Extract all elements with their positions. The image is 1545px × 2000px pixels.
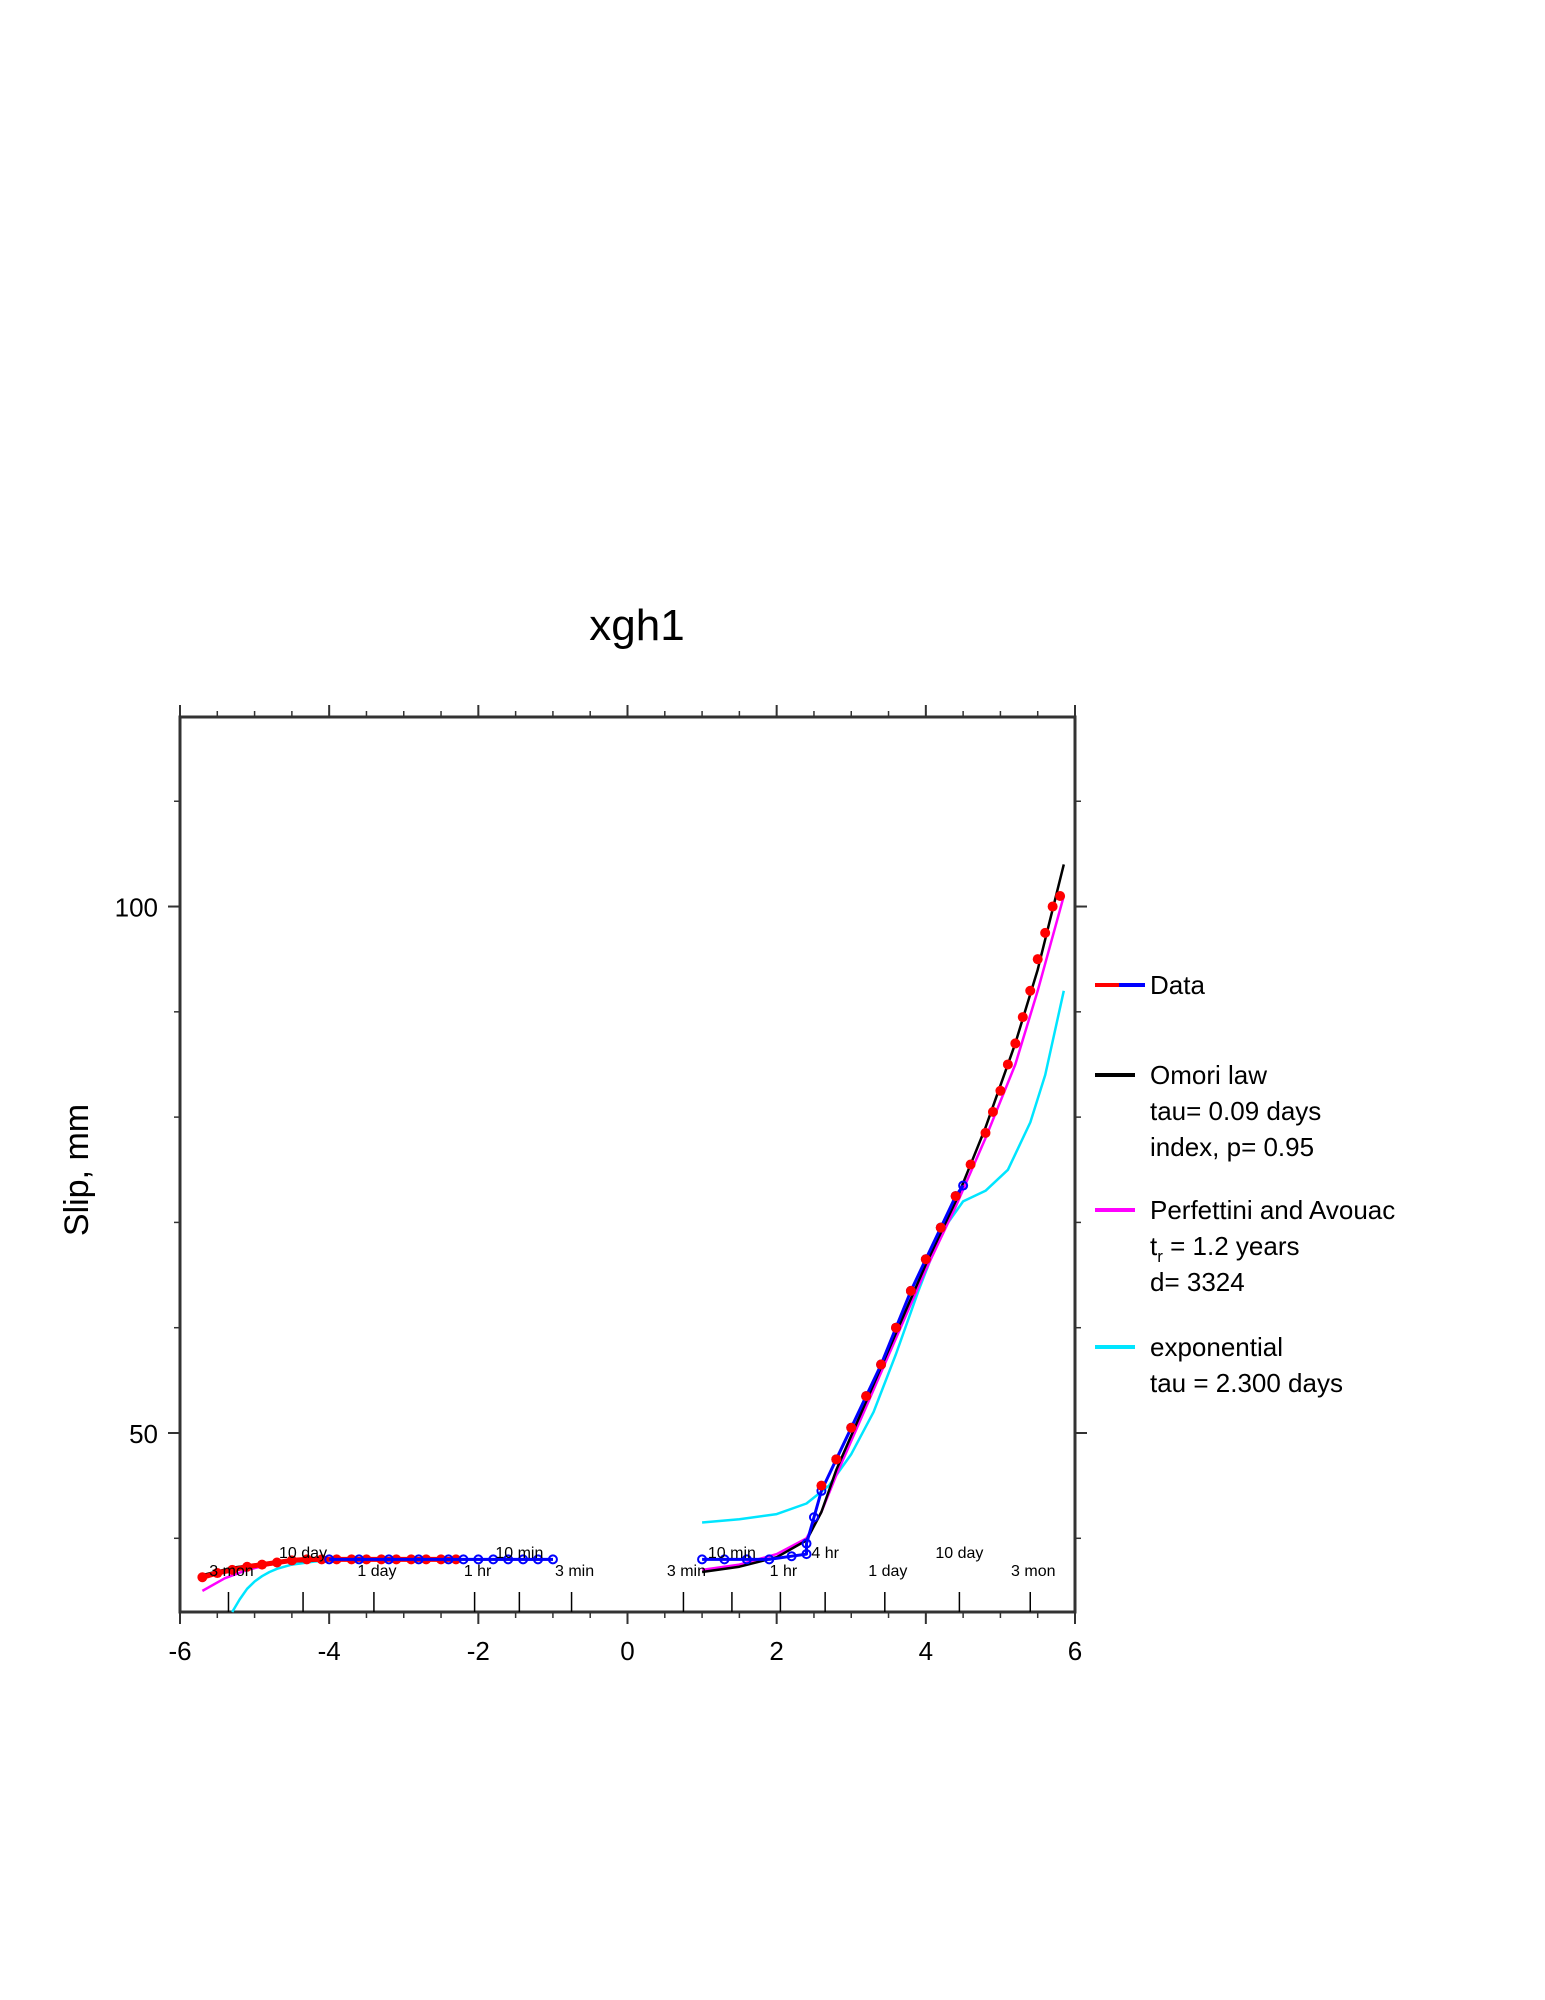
x-tick-label: 0 [620, 1636, 634, 1666]
data-point-blue [324, 1554, 335, 1565]
data-point-red [891, 1322, 901, 1333]
data-point-blue [741, 1554, 752, 1565]
omori-curve-post [701, 864, 1066, 1574]
time-label: 1 day [357, 1563, 396, 1580]
data-point-blue [488, 1554, 499, 1565]
data-point-blue [458, 1554, 469, 1565]
time-label: 3 min [555, 1563, 594, 1580]
data-point-red [242, 1561, 253, 1572]
time-label: 10 day [279, 1545, 327, 1562]
data-point-blue [443, 1554, 454, 1565]
legend: Data Omori law tau= 0.09 days index, p= 0.9… [1095, 970, 1395, 1398]
legend-detail-omori: index, p= 0.95 [1150, 1132, 1314, 1162]
data-point-blue [801, 1549, 812, 1560]
time-label: 10 min [495, 1545, 543, 1562]
time-label: 3 mon [209, 1563, 253, 1580]
time-label: 10 min [708, 1545, 756, 1562]
chart-title: xgh1 [589, 601, 684, 650]
data-point-red [905, 1285, 916, 1296]
axis-ticks: -6 -4 -2 0 2 4 6 50 100 [115, 705, 1087, 1666]
x-tick-label: -2 [467, 1636, 490, 1666]
data-point-blue [958, 1180, 969, 1191]
data-point-blue [786, 1551, 797, 1562]
data-point-red [286, 1555, 297, 1566]
data-point-blue [503, 1554, 514, 1565]
time-label: 10 day [935, 1545, 983, 1562]
data-point-blue [547, 1554, 558, 1565]
data-point-red [257, 1559, 268, 1570]
data-point-red [227, 1564, 238, 1575]
data-point-red [1010, 1038, 1021, 1049]
data-point-red [271, 1557, 282, 1568]
y-axis-label: Slip, mm [58, 1104, 96, 1236]
legend-label-exponential: exponential [1150, 1332, 1283, 1362]
data-line-post-blue [702, 1184, 965, 1561]
data-point-blue [473, 1554, 484, 1565]
legend-label-omori: Omori law [1150, 1060, 1267, 1090]
series-layer [197, 864, 1066, 1613]
y-tick-label: 100 [115, 893, 158, 923]
data-point-blue [697, 1554, 708, 1565]
perfettini-curve-post [701, 895, 1066, 1572]
time-label: 3 min [667, 1563, 706, 1580]
data-point-red [1055, 891, 1066, 901]
x-tick-label: -4 [318, 1636, 341, 1666]
data-point-blue [719, 1554, 730, 1565]
data-point-red [1032, 954, 1043, 965]
legend-label-perfettini: Perfettini and Avouac [1150, 1195, 1395, 1225]
data-point-red [1047, 901, 1058, 912]
legend-label-data: Data [1150, 970, 1205, 1000]
data-point-blue [354, 1554, 364, 1565]
data-point-blue [518, 1554, 529, 1565]
time-label: 1 hr [464, 1563, 492, 1580]
data-point-red [980, 1127, 991, 1138]
legend-detail-omori: tau= 0.09 days [1150, 1096, 1321, 1126]
x-tick-label: 6 [1068, 1636, 1082, 1666]
data-point-red [831, 1454, 842, 1465]
time-label: 4 hr [811, 1545, 839, 1562]
time-label: 1 day [868, 1563, 907, 1580]
data-point-blue [383, 1554, 394, 1565]
data-point-red [212, 1568, 223, 1579]
legend-detail-exponential: tau = 2.300 days [1150, 1368, 1343, 1398]
legend-detail-perfettini: tr = 1.2 years [1150, 1231, 1299, 1266]
data-point-red [1002, 1059, 1013, 1070]
data-point-red [1017, 1012, 1028, 1023]
exponential-curve-post [701, 990, 1066, 1524]
data-point-red [861, 1391, 872, 1402]
data-point-red [935, 1222, 946, 1233]
time-label: 1 hr [770, 1563, 798, 1580]
data-point-red [316, 1554, 327, 1565]
data-point-blue [801, 1538, 812, 1549]
data-point-red [301, 1554, 312, 1565]
x-tick-label: -6 [168, 1636, 191, 1666]
data-point-red [876, 1359, 887, 1370]
data-point-red [197, 1572, 208, 1583]
plot-border [178, 715, 1077, 1614]
x-tick-label: 2 [769, 1636, 783, 1666]
data-point-blue [413, 1554, 424, 1565]
data-point-red [920, 1254, 931, 1265]
y-tick-label: 50 [129, 1419, 158, 1449]
data-point-red [965, 1159, 976, 1170]
data-point-blue [764, 1554, 775, 1565]
data-point-red [1025, 985, 1036, 996]
time-label: 3 mon [1011, 1563, 1055, 1580]
data-point-red [816, 1480, 827, 1491]
data-point-red [995, 1085, 1006, 1096]
data-point-blue [533, 1554, 543, 1565]
data-point-blue [808, 1512, 819, 1523]
data-point-red [987, 1106, 998, 1117]
plot-frame [178, 715, 1077, 1614]
data-point-red [950, 1191, 961, 1202]
data-point-red [1040, 927, 1051, 938]
legend-detail-perfettini: d= 3324 [1150, 1267, 1245, 1297]
x-tick-label: 4 [919, 1636, 933, 1666]
data-point-red [846, 1422, 857, 1433]
